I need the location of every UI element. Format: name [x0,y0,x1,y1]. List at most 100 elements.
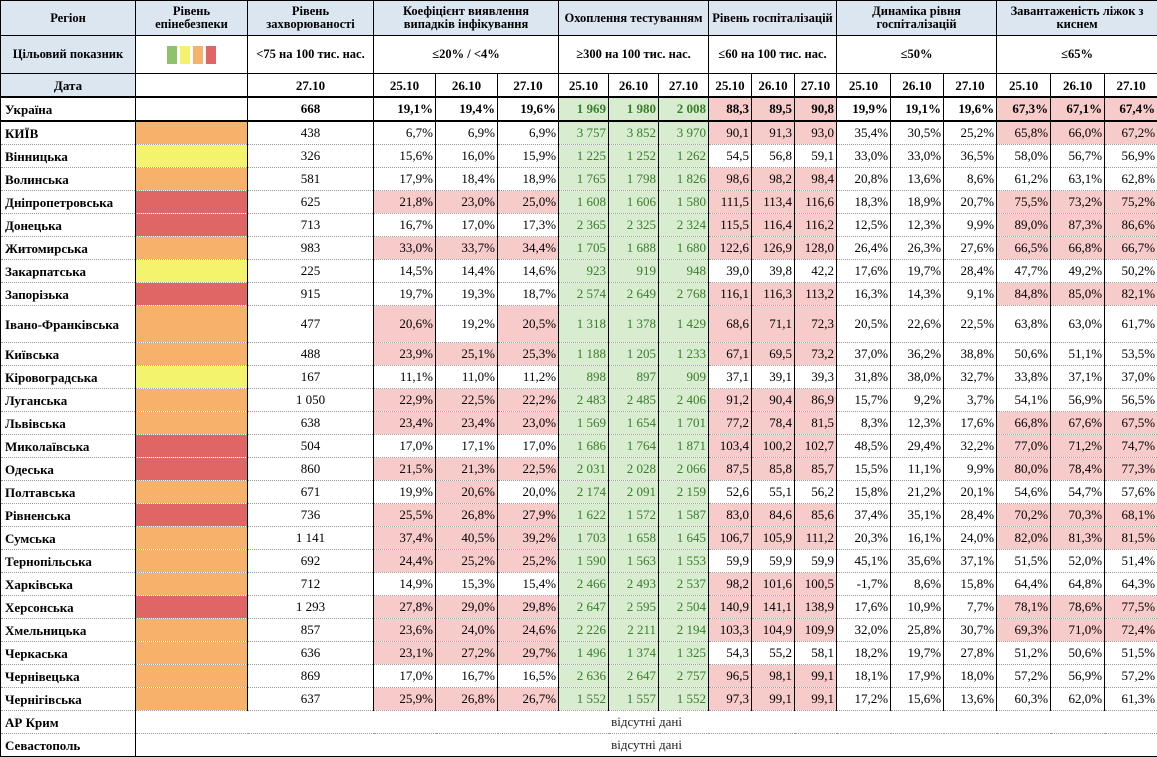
detection-cell: 14,6% [498,260,559,283]
testing-cell: 1 563 [609,550,659,573]
hosp-cell: 78,4 [752,412,795,435]
hosp-cell: 113,4 [752,191,795,214]
dynamics-cell: 17,9% [891,665,944,688]
level-cell [136,573,248,596]
detection-cell: 19,3% [436,283,498,306]
level-cell [136,343,248,366]
detection-cell: 25,2% [498,550,559,573]
target-label: Цільовий показник [1,36,136,74]
level-swatch [193,46,203,64]
oxygen-cell: 81,3% [1051,527,1105,550]
testing-cell: 919 [609,260,659,283]
dynamics-cell: 26,4% [837,237,891,260]
detection-cell: 6,7% [374,121,436,145]
dynamics-cell: 16,1% [891,527,944,550]
oxygen-cell: 71,0% [1051,619,1105,642]
hosp-cell: 68,6 [709,306,752,343]
hosp-cell: 91,3 [752,121,795,145]
oxygen-cell: 49,2% [1051,260,1105,283]
testing-cell: 1 764 [609,435,659,458]
dynamics-cell: 28,4% [944,504,997,527]
region-name: КИЇВ [1,121,136,145]
hosp-cell: 116,6 [795,191,837,214]
dynamics-cell: 18,9% [891,191,944,214]
detection-cell: 37,4% [374,527,436,550]
testing-cell: 3 970 [659,121,709,145]
dynamics-cell: 9,9% [944,458,997,481]
oxygen-cell: 54,7% [1051,481,1105,504]
hosp-cell: 89,5 [752,97,795,121]
dynamics-cell: 32,0% [837,619,891,642]
date-detection-3: 27.10 [498,74,559,98]
testing-cell: 1 969 [559,97,609,121]
incidence-cell: 671 [248,481,374,504]
date-label: Дата [1,74,136,98]
testing-cell: 1 429 [659,306,709,343]
detection-cell: 11,0% [436,366,498,389]
oxygen-cell: 81,5% [1105,527,1157,550]
testing-cell: 2 574 [559,283,609,306]
hosp-cell: 100,2 [752,435,795,458]
region-name: Вінницька [1,145,136,168]
testing-cell: 2 091 [609,481,659,504]
hosp-cell: 101,6 [752,573,795,596]
oxygen-cell: 67,1% [1051,97,1105,121]
detection-cell: 21,8% [374,191,436,214]
testing-cell: 1 645 [659,527,709,550]
hosp-cell: 84,6 [752,504,795,527]
testing-cell: 1 496 [559,642,609,665]
detection-cell: 34,4% [498,237,559,260]
level-cell [136,596,248,619]
testing-cell: 1 374 [609,642,659,665]
hosp-cell: 39,8 [752,260,795,283]
testing-cell: 1 608 [559,191,609,214]
testing-cell: 2 485 [609,389,659,412]
hosp-cell: 116,2 [795,214,837,237]
oxygen-cell: 67,4% [1105,97,1157,121]
hosp-cell: 91,2 [709,389,752,412]
oxygen-cell: 78,6% [1051,596,1105,619]
date-level-empty [136,74,248,98]
hosp-cell: 88,3 [709,97,752,121]
target-detection: ≤20% / <4% [374,36,559,74]
date-dynamics-1: 25.10 [837,74,891,98]
hosp-cell: 83,0 [709,504,752,527]
testing-cell: 1 262 [659,145,709,168]
level-cell [136,237,248,260]
header-incidence: Рівень захворюваності [248,1,374,36]
testing-cell: 1 553 [659,550,709,573]
oxygen-cell: 70,3% [1051,504,1105,527]
date-oxygen-3: 27.10 [1105,74,1157,98]
hosp-cell: 72,3 [795,306,837,343]
testing-cell: 1 980 [609,97,659,121]
testing-cell: 1 378 [609,306,659,343]
oxygen-cell: 77,5% [1105,596,1157,619]
detection-cell: 25,3% [498,343,559,366]
dynamics-cell: 30,7% [944,619,997,642]
detection-cell: 23,0% [498,412,559,435]
detection-cell: 25,9% [374,688,436,711]
dynamics-cell: 7,7% [944,596,997,619]
detection-cell: 19,2% [436,306,498,343]
testing-cell: 1 572 [609,504,659,527]
detection-cell: 29,8% [498,596,559,619]
region-name: Черкаська [1,642,136,665]
date-hosp-2: 26.10 [752,74,795,98]
testing-cell: 2 365 [559,214,609,237]
incidence-cell: 668 [248,97,374,121]
hosp-cell: 102,7 [795,435,837,458]
oxygen-cell: 51,5% [1105,642,1157,665]
level-swatch [180,46,190,64]
testing-cell: 2 008 [659,97,709,121]
target-hosp: ≤60 на 100 тис. нас. [709,36,837,74]
level-cell [136,121,248,145]
hosp-cell: 77,2 [709,412,752,435]
region-name: Херсонська [1,596,136,619]
